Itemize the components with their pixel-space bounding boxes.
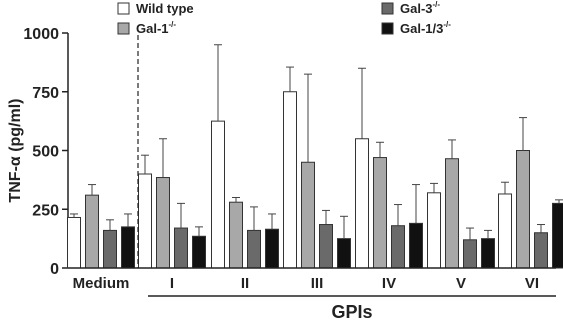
x-axis-title: GPIs bbox=[331, 302, 372, 322]
y-axis-title: TNF-α (pg/ml) bbox=[7, 98, 24, 202]
bar bbox=[156, 177, 170, 269]
x-tick-label: IV bbox=[382, 275, 396, 292]
bars bbox=[67, 44, 563, 269]
bar bbox=[192, 235, 206, 269]
bar bbox=[355, 138, 369, 269]
bar bbox=[373, 157, 387, 269]
x-axis: Medium I II III IV V VI bbox=[68, 35, 556, 297]
bar bbox=[211, 120, 225, 269]
y-tick-label: 250 bbox=[32, 202, 59, 219]
bar bbox=[427, 192, 441, 269]
legend-swatch bbox=[117, 22, 130, 35]
bar bbox=[265, 228, 279, 269]
legend-label: Gal-1/3-/- bbox=[400, 20, 451, 36]
bar bbox=[534, 232, 548, 269]
y-tick-label: 1000 bbox=[23, 26, 59, 43]
bar bbox=[229, 201, 243, 269]
x-tick-label: I bbox=[170, 275, 174, 292]
bar bbox=[174, 227, 188, 269]
legend-label: Gal-3-/- bbox=[400, 0, 440, 16]
legend-swatch bbox=[381, 22, 394, 35]
y-tick-label: 0 bbox=[50, 261, 59, 278]
legend-label: Wild type bbox=[136, 1, 194, 16]
legend-swatch bbox=[381, 2, 394, 15]
bar bbox=[516, 150, 530, 269]
x-tick-label: II bbox=[241, 275, 249, 292]
x-tick-label: V bbox=[456, 275, 466, 292]
legend-label-superscript: -/- bbox=[169, 20, 177, 29]
bar bbox=[301, 161, 315, 269]
y-tick-label: 750 bbox=[32, 85, 59, 102]
bar bbox=[103, 229, 117, 269]
bar bbox=[283, 91, 297, 269]
x-tick-label: Medium bbox=[73, 275, 130, 292]
bar bbox=[85, 194, 99, 269]
bar bbox=[319, 224, 333, 269]
bar bbox=[121, 226, 135, 269]
bar bbox=[138, 173, 152, 269]
legend-label-name: Gal-3 bbox=[400, 1, 433, 16]
bar bbox=[409, 222, 423, 269]
legend-label-superscript: -/- bbox=[433, 0, 441, 9]
legend-label-name: Wild type bbox=[136, 1, 194, 16]
bar bbox=[337, 238, 351, 269]
legend-swatch bbox=[117, 2, 130, 15]
bar bbox=[481, 238, 495, 269]
bar bbox=[445, 158, 459, 269]
bar bbox=[463, 239, 477, 269]
legend-label-name: Gal-1 bbox=[136, 21, 169, 36]
x-tick-label: VI bbox=[525, 275, 539, 292]
y-axis: 0 250 500 750 1000 bbox=[23, 26, 69, 278]
bar bbox=[391, 225, 405, 269]
legend-label-superscript: -/- bbox=[443, 20, 451, 29]
bar bbox=[247, 229, 261, 269]
y-tick-label: 500 bbox=[32, 144, 59, 161]
bar bbox=[498, 193, 512, 269]
legend-label-name: Gal-1/3 bbox=[400, 21, 443, 36]
legend-label: Gal-1-/- bbox=[136, 20, 176, 36]
bar bbox=[552, 202, 563, 269]
x-tick-label: III bbox=[311, 275, 324, 292]
bar bbox=[67, 216, 81, 269]
